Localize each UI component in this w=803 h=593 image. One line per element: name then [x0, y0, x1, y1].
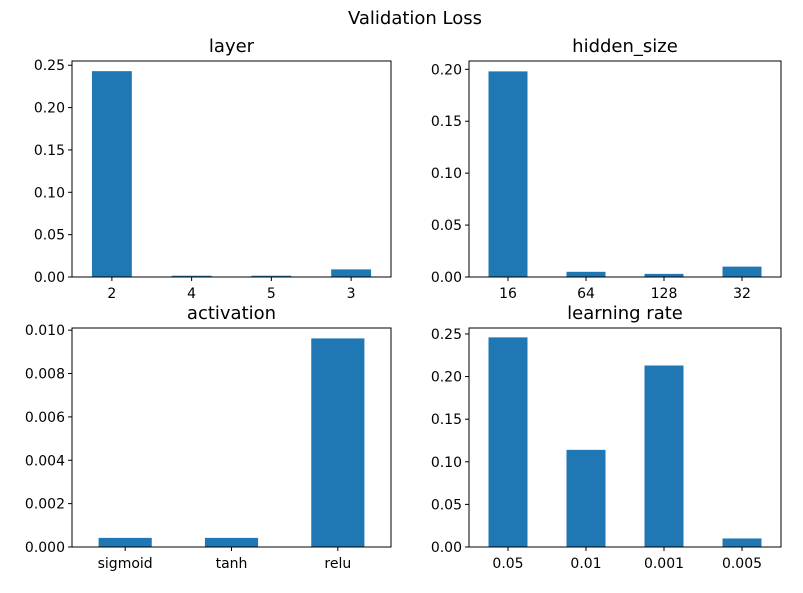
chart-2-xtick-label-2: 128 — [651, 286, 678, 302]
chart-2-title: hidden_size — [572, 36, 678, 57]
chart-3-ytick-label-1: 0.002 — [25, 497, 65, 513]
chart-4-ytick-label-1: 0.05 — [431, 497, 462, 513]
chart-1-axes-frame — [71, 60, 392, 278]
chart-4-bar-0 — [488, 337, 528, 547]
chart-1-bar-2 — [251, 275, 292, 277]
chart-4-bar-2 — [644, 365, 684, 547]
chart-1-xtick-label-3: 3 — [347, 286, 356, 302]
chart-2-ytick-label-2: 0.10 — [431, 166, 462, 182]
chart-1-bar-0 — [91, 71, 132, 277]
chart-2-ytick-label-3: 0.15 — [431, 114, 462, 130]
chart-1-xtick-label-1: 4 — [187, 286, 196, 302]
chart-2-xtick-label-0: 16 — [499, 286, 517, 302]
chart-4-title: learning rate — [567, 303, 683, 324]
chart-4-xtick-label-2: 0.001 — [644, 556, 684, 572]
chart-2-bar-1 — [566, 271, 606, 277]
chart-2-xtick-label-1: 64 — [577, 286, 595, 302]
chart-4-ytick-label-3: 0.15 — [431, 412, 462, 428]
chart-1-bar-3 — [331, 269, 372, 277]
chart-4-xtick-label-0: 0.05 — [492, 556, 523, 572]
chart-3-ytick-label-3: 0.006 — [25, 410, 65, 426]
chart-4-ytick-label-4: 0.20 — [431, 370, 462, 386]
chart-1-ytick-label-2: 0.10 — [34, 185, 65, 201]
chart-4-ytick-label-5: 0.25 — [431, 327, 462, 343]
chart-3-xtick-label-1: tanh — [216, 556, 248, 572]
chart-2-bar-3 — [722, 266, 762, 277]
chart-4-bar-3 — [722, 538, 762, 547]
figure-suptitle: Validation Loss — [348, 8, 482, 29]
chart-4-axes-frame — [468, 327, 782, 548]
chart-3-ytick-label-0: 0.000 — [25, 540, 65, 556]
chart-3-ytick-label-5: 0.010 — [25, 323, 65, 339]
chart-1-xtick-label-2: 5 — [267, 286, 276, 302]
chart-1-xtick-label-0: 2 — [107, 286, 116, 302]
chart-4-ytick-label-2: 0.10 — [431, 455, 462, 471]
chart-3-bar-1 — [204, 537, 259, 547]
chart-2-bar-0 — [488, 71, 528, 277]
chart-1-ytick-label-5: 0.25 — [34, 58, 65, 74]
chart-3-xtick-label-2: relu — [324, 556, 351, 572]
chart-2-axes-frame — [468, 60, 782, 278]
chart-2-ytick-label-0: 0.00 — [431, 270, 462, 286]
chart-1-ytick-label-0: 0.00 — [34, 270, 65, 286]
chart-4-ytick-label-0: 0.00 — [431, 540, 462, 556]
chart-3-ytick-label-4: 0.008 — [25, 367, 65, 383]
chart-4-xtick-label-1: 0.01 — [570, 556, 601, 572]
chart-1-bar-1 — [171, 275, 212, 277]
chart-3-xtick-label-0: sigmoid — [98, 556, 153, 572]
chart-1-ytick-label-4: 0.20 — [34, 101, 65, 117]
chart-3-bar-0 — [98, 537, 152, 547]
chart-2-ytick-label-4: 0.20 — [431, 62, 462, 78]
chart-2-ytick-label-1: 0.05 — [431, 218, 462, 234]
chart-4-bar-1 — [566, 449, 606, 547]
chart-2-xtick-label-3: 32 — [733, 286, 751, 302]
chart-1-title: layer — [209, 36, 255, 57]
chart-3-bar-2 — [311, 338, 365, 547]
chart-2-bar-2 — [644, 273, 684, 277]
chart-1-ytick-label-3: 0.15 — [34, 143, 65, 159]
chart-3-title: activation — [187, 303, 276, 324]
chart-4-xtick-label-3: 0.005 — [722, 556, 762, 572]
chart-1-ytick-label-1: 0.05 — [34, 228, 65, 244]
chart-3-ytick-label-2: 0.004 — [25, 453, 65, 469]
